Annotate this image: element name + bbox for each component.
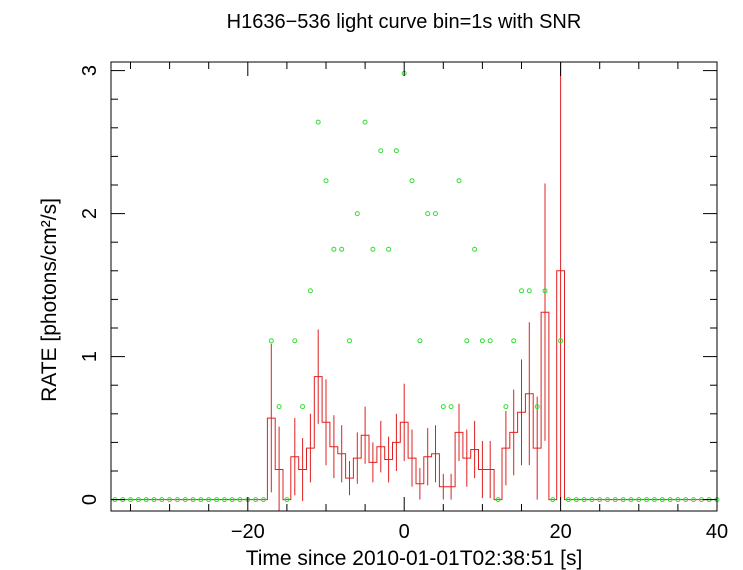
snr-point	[659, 497, 665, 503]
snr-point	[620, 497, 626, 503]
x-tick-label: 0	[399, 521, 410, 543]
snr-point	[347, 338, 352, 344]
snr-point	[526, 288, 532, 294]
snr-point	[550, 497, 556, 503]
snr-point	[128, 497, 133, 503]
snr-point	[386, 246, 392, 252]
y-tick-label: 1	[79, 351, 101, 362]
snr-point	[440, 404, 446, 410]
y-tick-label: 2	[79, 208, 101, 219]
y-tick-label: 3	[79, 65, 101, 76]
snr-point	[276, 404, 282, 410]
snr-point	[519, 288, 524, 294]
snr-point	[354, 211, 360, 217]
snr-point	[448, 404, 454, 410]
snr-point	[425, 211, 431, 217]
snr-point	[573, 497, 579, 503]
snr-point	[268, 338, 274, 344]
snr-point	[378, 148, 384, 154]
snr-point	[315, 119, 321, 125]
snr-point	[464, 338, 470, 344]
snr-point	[565, 497, 571, 503]
snr-point	[487, 338, 493, 344]
data-layer	[111, 62, 720, 511]
snr-point	[393, 148, 399, 154]
snr-point	[175, 497, 180, 503]
snr-point	[479, 338, 485, 344]
snr-point	[198, 497, 204, 503]
snr-point	[229, 497, 235, 503]
plot-frame	[110, 61, 718, 512]
snr-point	[433, 211, 438, 217]
snr-point	[628, 497, 634, 503]
snr-point	[151, 497, 157, 503]
snr-point	[253, 497, 259, 503]
snr-point	[182, 497, 188, 503]
snr-point	[644, 497, 650, 503]
snr-point	[362, 119, 368, 125]
snr-point	[331, 246, 337, 252]
snr-point	[605, 497, 610, 503]
snr-point	[511, 338, 517, 344]
snr-point	[691, 497, 696, 503]
snr-point	[190, 497, 196, 503]
snr-point	[370, 246, 376, 252]
snr-point	[300, 404, 306, 410]
snr-point	[323, 178, 329, 184]
axis-ticks: −20 0 20 40 0 1 2 3	[79, 62, 728, 543]
y-axis-label: RATE [photons/cm²/s]	[38, 198, 61, 402]
x-tick-label: 40	[706, 521, 728, 543]
snr-point	[542, 288, 548, 294]
snr-point	[292, 338, 298, 344]
rate-histogram-line	[111, 270, 714, 501]
snr-point	[339, 246, 345, 252]
snr-point	[651, 497, 657, 503]
snr-point	[284, 497, 290, 503]
snr-point	[307, 288, 313, 294]
snr-point	[159, 497, 165, 503]
snr-point	[581, 497, 587, 503]
snr-point	[534, 404, 540, 410]
y-tick-label: 0	[79, 494, 101, 505]
snr-point	[612, 497, 618, 503]
snr-point	[683, 497, 689, 503]
snr-point	[675, 497, 681, 503]
x-axis-label: Time since 2010-01-01T02:38:51 [s]	[246, 547, 583, 570]
chart-title: H1636−536 light curve bin=1s with SNR	[227, 11, 582, 33]
snr-point	[221, 497, 227, 503]
snr-point	[206, 497, 212, 503]
snr-point	[456, 178, 462, 184]
snr-point	[667, 497, 673, 503]
snr-point	[558, 338, 564, 344]
x-tick-label: −20	[231, 521, 265, 543]
x-tick-label: 20	[549, 521, 571, 543]
snr-point	[135, 497, 141, 503]
snr-point	[597, 497, 603, 503]
snr-point	[472, 246, 478, 252]
snr-point	[589, 497, 595, 503]
snr-point	[214, 497, 220, 503]
snr-point	[636, 497, 642, 503]
snr-point	[237, 497, 243, 503]
snr-point	[143, 497, 149, 503]
snr-point	[417, 338, 423, 344]
snr-point	[261, 497, 266, 503]
snr-point	[495, 497, 501, 503]
snr-point	[409, 178, 415, 184]
snr-point	[167, 497, 173, 503]
snr-point	[503, 404, 509, 410]
